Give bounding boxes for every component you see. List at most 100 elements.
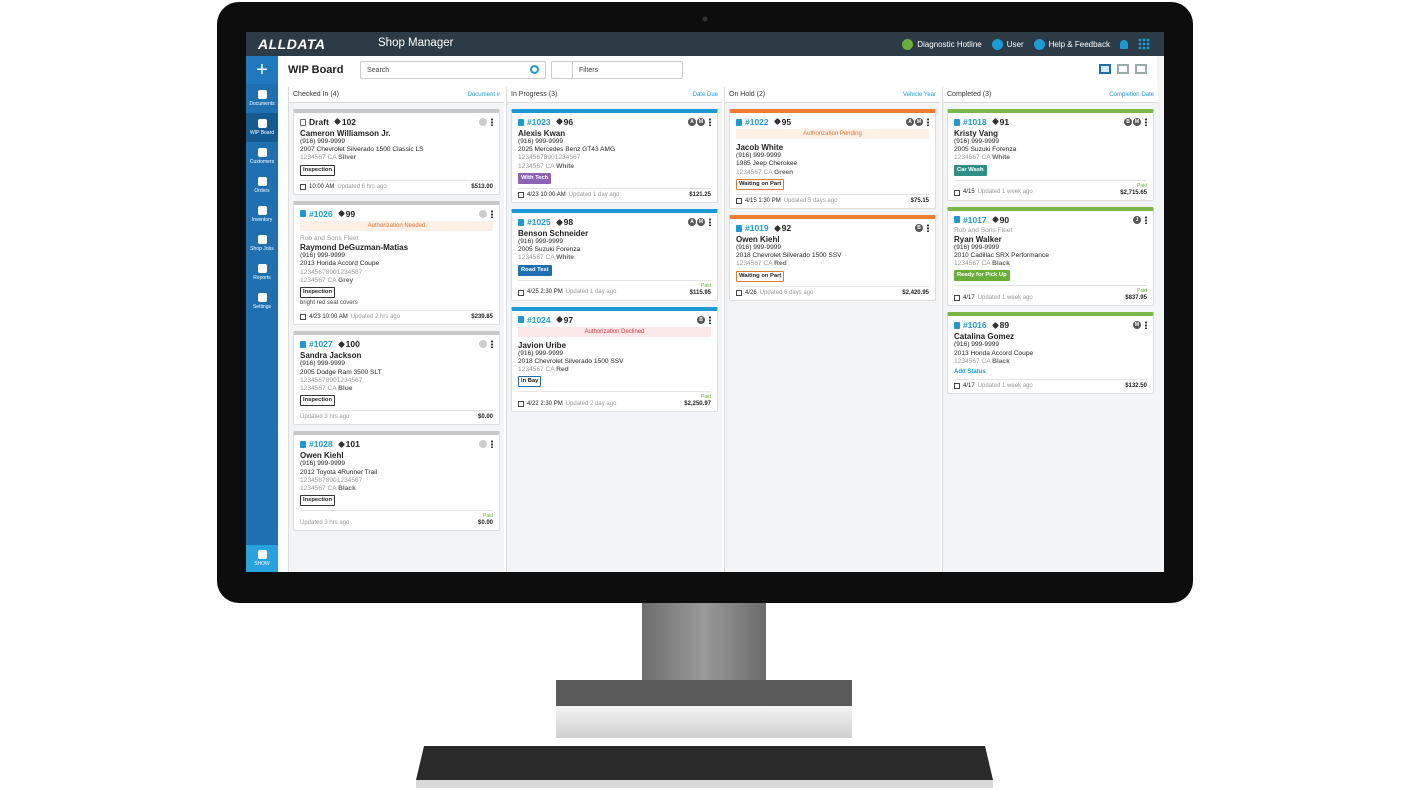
sidebar-item[interactable]: Inventory: [246, 200, 278, 229]
assignees: B: [697, 315, 705, 324]
card-header: #1023 96 A M: [518, 116, 711, 128]
sidebar-item[interactable]: Settings: [246, 287, 278, 316]
add-button[interactable]: +: [246, 56, 278, 84]
show-button[interactable]: SHOW: [246, 545, 278, 572]
sidebar-item[interactable]: WIP Board: [246, 113, 278, 142]
status-chip[interactable]: Inspection: [300, 495, 335, 507]
work-order-card[interactable]: #1016 89 M Catalina Gomez (916) 999-9999 2013…: [947, 312, 1154, 395]
card-menu[interactable]: [927, 224, 929, 233]
top-link[interactable]: User: [991, 38, 1024, 50]
work-order-card[interactable]: #1028 101 Owen Kiehl (916) 999-9999 2012 Toy…: [293, 431, 500, 532]
search-box[interactable]: Search: [360, 61, 546, 79]
work-order-card[interactable]: #1027 100 Sandra Jackson (916) 999-9999 2005…: [293, 331, 500, 426]
sort-control[interactable]: Completion Date: [1109, 91, 1154, 98]
status-chip[interactable]: Inspection: [300, 287, 335, 299]
card-menu[interactable]: [491, 118, 493, 126]
assignees: J: [1133, 215, 1141, 224]
card-list: #1022 95 A M Authorization Pending Jacob Whit…: [725, 103, 940, 307]
board-column: On Hold (2) Vehicle Year #1022 95 A M Authoriz…: [724, 87, 940, 572]
phone: (916) 999-9999: [300, 460, 346, 468]
status-chip[interactable]: Ready for Pick Up: [954, 270, 1010, 282]
sidebar-item[interactable]: Orders: [246, 171, 278, 200]
card-menu[interactable]: [1145, 118, 1147, 126]
date: 4/23 10:00 AM: [309, 314, 348, 321]
footer-right: $75.15: [911, 198, 929, 205]
plate-line: 1234567 CA Black: [300, 485, 493, 493]
order-id: #1026: [309, 208, 333, 219]
sidebar-item[interactable]: Reports: [246, 258, 278, 287]
total: $0.00: [477, 414, 493, 421]
card-menu[interactable]: [491, 440, 493, 449]
date: 4/15: [963, 189, 975, 196]
card-footer: 4/22 2:30 PM Updated 2 day ago Paid $2,250.…: [518, 391, 711, 408]
work-order-card[interactable]: Draft 102 Cameron Williamson Jr. (916) 999-…: [293, 109, 500, 195]
vin: 12345678901234567: [300, 476, 363, 484]
footer-right: $2,420.95: [902, 290, 929, 297]
status-chip[interactable]: Inspection: [300, 395, 335, 407]
list-view[interactable]: [1117, 64, 1129, 74]
status-chip[interactable]: With Tech: [518, 172, 552, 184]
sort-control[interactable]: Date Due: [692, 91, 718, 98]
link-icon: [1033, 38, 1045, 50]
card-menu[interactable]: [491, 209, 493, 218]
footer-left: 4/23 10:00 AM Updated 2 hrs ago: [300, 313, 400, 321]
link-icon: [991, 38, 1003, 50]
card-menu[interactable]: [709, 218, 711, 227]
tag-number: 96: [557, 118, 573, 127]
tag-number: 101: [339, 440, 360, 449]
status-chip[interactable]: Waiting on Part: [736, 270, 785, 282]
settings-view[interactable]: [1135, 64, 1147, 74]
doc-icon: [518, 118, 524, 126]
doc-icon: [954, 321, 960, 329]
phone: (916) 999-9999: [954, 341, 1000, 349]
top-link[interactable]: Diagnostic Hotline: [902, 38, 982, 50]
card-menu[interactable]: [1145, 321, 1147, 330]
work-order-card[interactable]: #1025 98 A M Benson Schneider (916) 999-9999 2…: [511, 209, 718, 301]
notifications[interactable]: [1120, 39, 1128, 49]
work-order-card[interactable]: #1022 95 A M Authorization Pending Jacob Whit…: [729, 109, 936, 210]
footer-left: 4/17 Updated 1 week ago: [954, 382, 1033, 390]
top-link[interactable]: Help & Feedback: [1033, 38, 1110, 50]
status-chip[interactable]: Waiting on Part: [736, 178, 785, 190]
card-menu[interactable]: [1145, 215, 1147, 224]
work-order-card[interactable]: #1017 90 J Rob and Sons Fleet Ryan Walker (91…: [947, 206, 1154, 307]
sidebar-item[interactable]: Documents: [246, 84, 278, 113]
card-menu[interactable]: [709, 315, 711, 324]
card-footer: 4/23 10:00 AM Updated 1 day ago $121.25: [518, 187, 711, 199]
status-chip[interactable]: Road Test: [518, 264, 552, 276]
sort-control[interactable]: Vehicle Year: [902, 91, 936, 98]
work-order-card[interactable]: #1026 99 Authorization Needed Rob and Sons …: [293, 200, 500, 326]
status-chip[interactable]: Car Wash: [954, 164, 987, 176]
avatar: B: [1124, 118, 1132, 126]
customer-name: Owen Kiehl: [736, 235, 780, 245]
work-order-card[interactable]: #1023 96 A M Alexis Kwan (916) 999-9999 2025 M…: [511, 109, 718, 204]
logo: ALLDATA: [258, 36, 326, 52]
updated: Updated 2 hrs ago: [350, 314, 401, 321]
card-footer: 4/26 Updated 6 days ago $2,420.95: [736, 285, 929, 297]
work-order-card[interactable]: #1018 91 B M Kristy Vang (916) 999-9999 2005 S…: [947, 109, 1154, 201]
footer-left: 4/25 2:30 PM Updated 1 day ago: [518, 288, 616, 296]
calendar-icon: [736, 289, 742, 296]
doc-icon: [300, 340, 306, 348]
card-menu[interactable]: [927, 118, 929, 126]
sort-control[interactable]: Document #: [467, 91, 500, 98]
keyboard: [416, 746, 993, 780]
grid-view[interactable]: [1099, 64, 1111, 74]
status-row: Inspection: [300, 493, 493, 507]
work-order-card[interactable]: #1019 92 B Owen Kiehl (916) 999-9999 2018 Che…: [729, 215, 936, 301]
show-icon: [257, 550, 267, 559]
link-icon: [902, 38, 914, 50]
sidebar-item[interactable]: Shop Jobs: [246, 229, 278, 258]
status-chip[interactable]: Inspection: [300, 164, 335, 176]
sidebar-item[interactable]: Customers: [246, 142, 278, 171]
card-header: #1026 99: [300, 208, 493, 220]
card-menu[interactable]: [491, 340, 493, 349]
card-menu[interactable]: [709, 118, 711, 126]
work-order-card[interactable]: #1024 97 B Authorization Declined Javion Uri…: [511, 306, 718, 413]
apps-menu[interactable]: [1138, 38, 1150, 50]
filters-dropdown[interactable]: Filters: [551, 61, 683, 79]
status-chip[interactable]: In Bay: [518, 376, 542, 388]
plate-line: 1234567 CA Red: [518, 366, 711, 374]
add-status[interactable]: Add Status: [954, 369, 986, 376]
